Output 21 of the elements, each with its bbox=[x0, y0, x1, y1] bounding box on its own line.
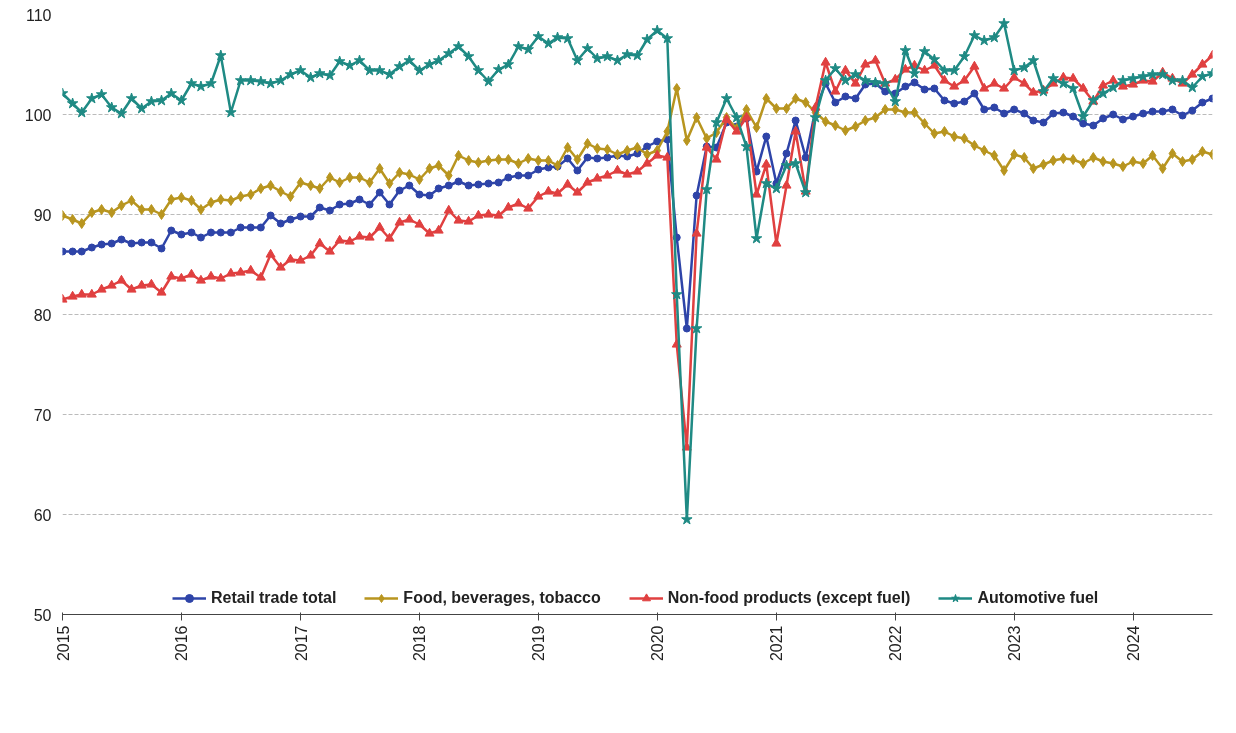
x-tick-label: 2019 bbox=[530, 625, 548, 662]
x-tick-label: 2023 bbox=[1006, 625, 1024, 662]
legend-label: Food, beverages, tobacco bbox=[403, 589, 601, 607]
y-tick-label: 60 bbox=[33, 506, 52, 524]
legend-label: Retail trade total bbox=[211, 589, 337, 607]
x-tick-label: 2016 bbox=[173, 625, 191, 662]
y-tick-label: 90 bbox=[33, 206, 52, 224]
x-tick-label: 2020 bbox=[649, 625, 667, 662]
x-tick-label: 2017 bbox=[292, 625, 310, 662]
legend-label: Automotive fuel bbox=[977, 589, 1099, 607]
x-tick-label: 2024 bbox=[1125, 625, 1143, 662]
y-tick-label: 100 bbox=[24, 106, 52, 124]
x-tick-label: 2018 bbox=[411, 625, 429, 662]
y-tick-label: 80 bbox=[33, 306, 52, 324]
x-tick-label: 2022 bbox=[887, 625, 905, 662]
legend-label: Non-food products (except fuel) bbox=[667, 589, 911, 607]
x-tick-label: 2015 bbox=[54, 625, 72, 662]
x-tick-label: 2021 bbox=[768, 625, 786, 662]
y-tick-label: 70 bbox=[33, 406, 52, 424]
y-tick-label: 110 bbox=[25, 6, 52, 24]
y-tick-label: 50 bbox=[33, 606, 52, 624]
